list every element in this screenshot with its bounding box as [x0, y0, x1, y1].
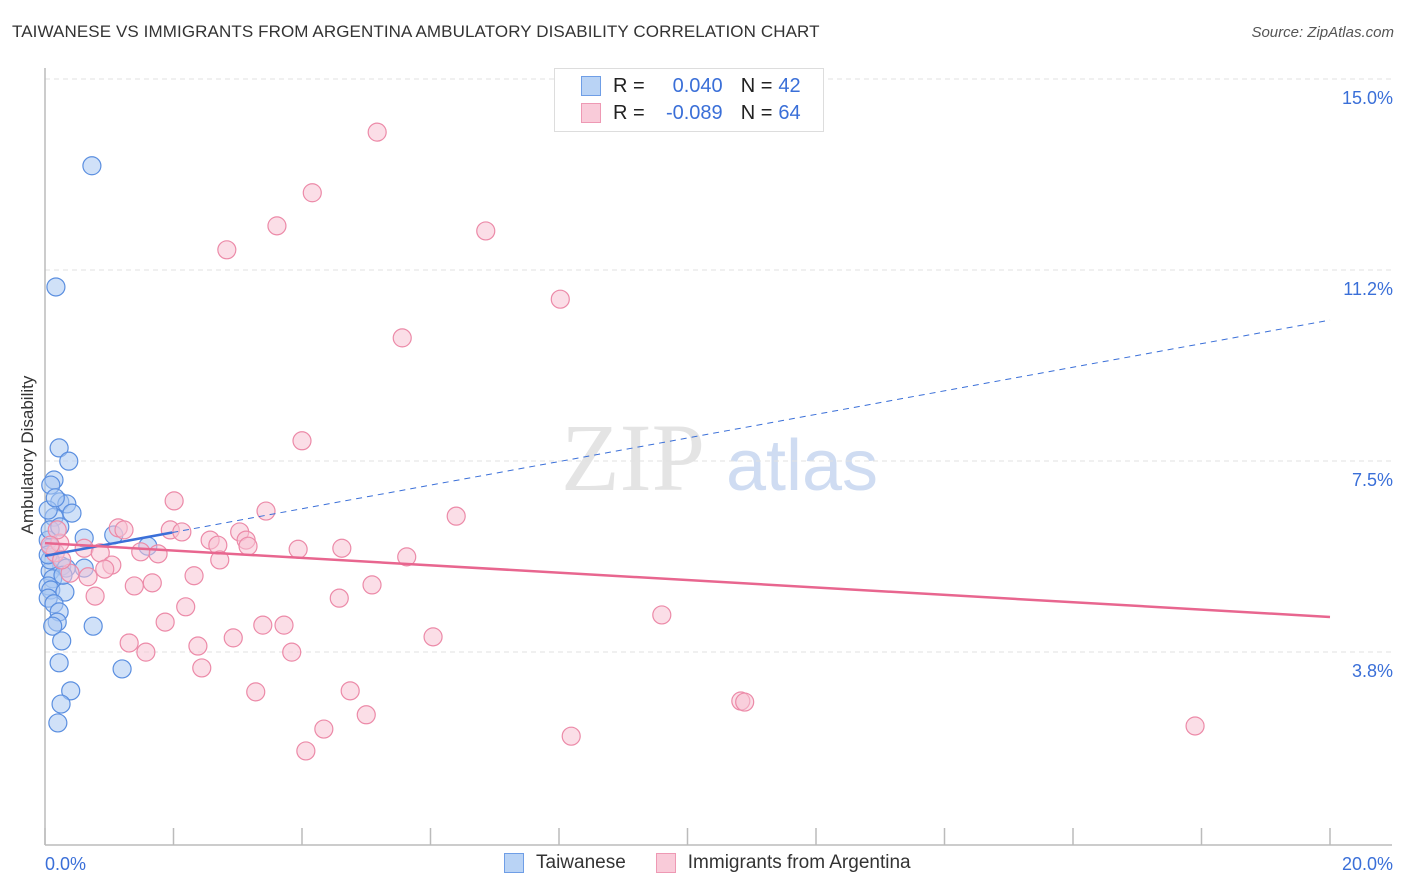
argentina-point — [85, 586, 105, 606]
argentina-point — [119, 633, 139, 653]
taiwanese-point — [51, 694, 71, 714]
legend-row-taiwanese: R = 0.040 N = 42 — [581, 74, 801, 98]
taiwanese-point — [112, 659, 132, 679]
argentina-point — [735, 692, 755, 712]
taiwanese-point — [45, 488, 65, 508]
argentina-point — [188, 636, 208, 656]
argentina-point — [148, 544, 168, 564]
taiwanese-point — [59, 451, 79, 471]
taiwanese-trend-dashed — [172, 319, 1331, 534]
argentina-point — [282, 642, 302, 662]
argentina-point — [292, 431, 312, 451]
n-label: N = — [740, 74, 773, 97]
y-tick-label: 7.5% — [1352, 470, 1393, 490]
argentina-point — [210, 550, 230, 570]
taiwanese-point — [52, 631, 72, 651]
chart-title: TAIWANESE VS IMMIGRANTS FROM ARGENTINA A… — [12, 22, 820, 41]
argentina-point — [332, 538, 352, 558]
argentina-point — [652, 605, 672, 625]
n-value: 42 — [778, 74, 801, 97]
y-tick-label: 15.0% — [1342, 88, 1393, 108]
taiwanese-swatch — [581, 76, 601, 96]
argentina-point — [392, 328, 412, 348]
argentina-swatch — [655, 853, 676, 873]
legend-label: Taiwanese — [536, 852, 626, 873]
argentina-point — [314, 719, 334, 739]
watermark: ZIP atlas — [561, 404, 878, 511]
argentina-point — [164, 491, 184, 511]
taiwanese-point — [61, 681, 81, 701]
legend-item-taiwanese[interactable]: Taiwanese — [504, 852, 626, 874]
argentina-point — [176, 597, 196, 617]
n-value: 64 — [778, 101, 801, 124]
r-value: 0.040 — [672, 74, 723, 97]
legend-row-argentina: R = -0.089 N = 64 — [581, 101, 801, 125]
argentina-point — [223, 628, 243, 648]
n-label: N = — [740, 101, 773, 124]
argentina-point — [296, 741, 316, 761]
argentina-point — [267, 216, 287, 236]
argentina-point — [238, 536, 258, 556]
argentina-point — [1185, 716, 1205, 736]
argentina-point — [446, 506, 466, 526]
stats-legend: R = 0.040 N = 42 R = -0.089 N = 64 — [554, 68, 824, 132]
argentina-point — [52, 550, 72, 570]
legend-item-argentina[interactable]: Immigrants from Argentina — [655, 852, 911, 874]
argentina-point — [397, 547, 417, 567]
argentina-point — [288, 539, 308, 559]
argentina-point — [356, 705, 376, 725]
taiwanese-point — [82, 156, 102, 176]
argentina-point — [274, 615, 294, 635]
series-legend: Taiwanese Immigrants from Argentina — [504, 852, 941, 874]
taiwanese-point — [43, 616, 63, 636]
legend-label: Immigrants from Argentina — [687, 852, 911, 873]
argentina-point — [131, 542, 151, 562]
argentina-point — [217, 240, 237, 260]
r-label: R = — [613, 101, 645, 124]
argentina-point — [256, 501, 276, 521]
y-tick-label: 11.2% — [1343, 279, 1393, 299]
taiwanese-point — [48, 713, 68, 733]
argentina-trend-line — [44, 541, 1331, 619]
argentina-point — [561, 726, 581, 746]
taiwanese-point — [49, 438, 69, 458]
argentina-point — [476, 221, 496, 241]
r-value: -0.089 — [665, 101, 723, 124]
taiwanese-point — [49, 653, 69, 673]
argentina-point — [246, 682, 266, 702]
x-tick-label: 20.0% — [1342, 854, 1393, 874]
argentina-point — [329, 588, 349, 608]
argentina-point — [114, 520, 134, 540]
argentina-point — [302, 183, 322, 203]
argentina-point — [155, 612, 175, 632]
argentina-point — [184, 566, 204, 586]
argentina-point — [78, 567, 98, 587]
taiwanese-point — [62, 503, 82, 523]
argentina-point — [40, 535, 60, 555]
watermark-atlas: atlas — [726, 426, 878, 506]
source-label: Source: ZipAtlas.com — [1251, 24, 1394, 41]
x-tick-label: 0.0% — [45, 854, 86, 874]
argentina-swatch — [581, 103, 601, 123]
argentina-point — [423, 627, 443, 647]
taiwanese-trend-solid — [44, 531, 173, 558]
argentina-point — [253, 615, 273, 635]
watermark-zip: ZIP — [561, 404, 705, 511]
argentina-point — [124, 576, 144, 596]
r-label: R = — [613, 74, 645, 97]
argentina-point — [340, 681, 360, 701]
argentina-point — [192, 658, 212, 678]
taiwanese-point — [83, 616, 103, 636]
argentina-point — [362, 575, 382, 595]
argentina-point — [142, 573, 162, 593]
taiwanese-point — [46, 277, 66, 297]
taiwanese-swatch — [504, 853, 524, 873]
argentina-point — [136, 642, 156, 662]
argentina-point — [367, 122, 387, 142]
argentina-point — [550, 289, 570, 309]
y-tick-label: 3.8% — [1352, 661, 1393, 681]
argentina-point — [95, 559, 115, 579]
